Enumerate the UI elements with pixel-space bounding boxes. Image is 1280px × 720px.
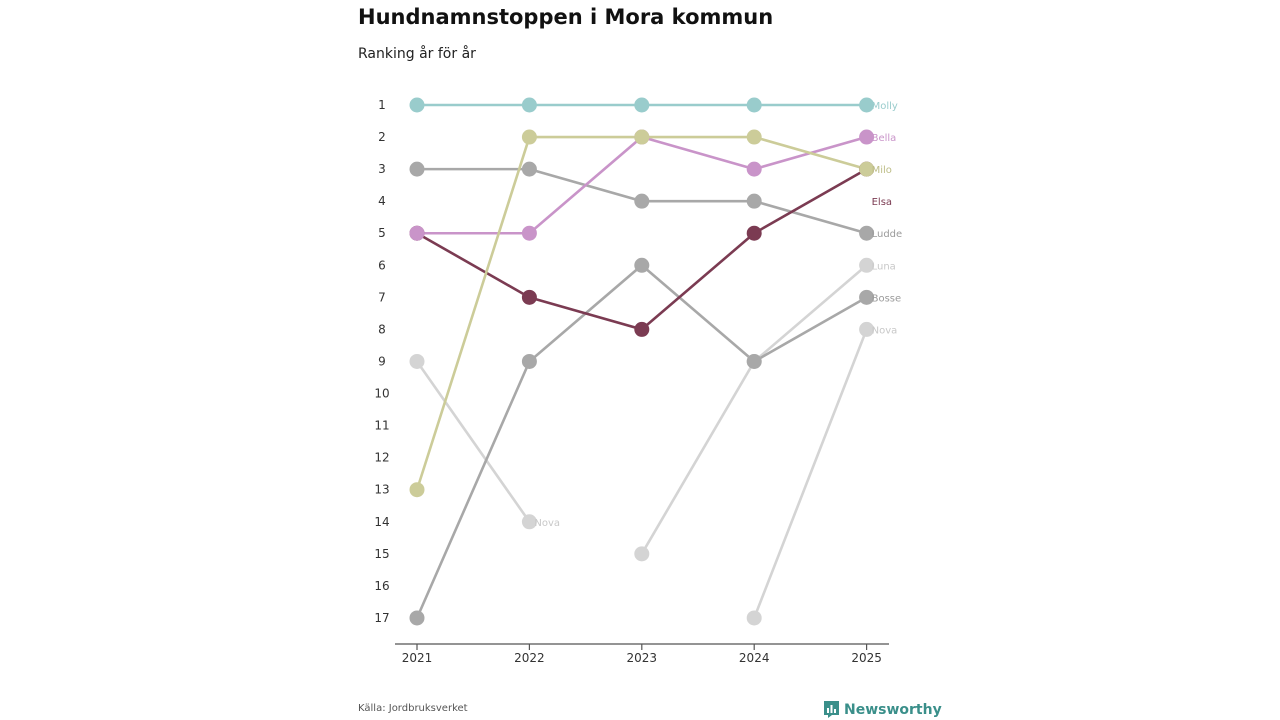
y-tick-label: 5 xyxy=(378,226,386,240)
data-point-bosse xyxy=(746,353,762,369)
x-tick-label: 2023 xyxy=(627,651,658,665)
data-point-bella xyxy=(859,129,875,145)
series-line-nova xyxy=(752,328,868,620)
series-line-ludde xyxy=(752,199,868,235)
data-point-milo xyxy=(634,129,650,145)
series-line-milo xyxy=(752,135,868,171)
data-point-luna xyxy=(634,546,650,562)
series-line-milo xyxy=(415,135,531,492)
series-label-molly: Molly xyxy=(872,101,898,112)
data-point-bosse xyxy=(409,610,425,626)
data-point-milo xyxy=(859,161,875,177)
y-tick-label: 8 xyxy=(378,322,386,336)
chart-subtitle: Ranking år för år xyxy=(358,46,476,62)
y-tick-label: 16 xyxy=(374,579,389,593)
x-tick-label: 2022 xyxy=(514,651,545,665)
data-point-ludde xyxy=(521,161,537,177)
series-label-nova: Nova xyxy=(872,325,898,336)
data-point-milo xyxy=(521,129,537,145)
data-point-molly xyxy=(409,97,425,113)
series-line-bella xyxy=(528,135,644,235)
y-tick-label: 2 xyxy=(378,130,386,144)
y-tick-label: 10 xyxy=(374,387,389,401)
brand-name: Newsworthy xyxy=(844,701,942,718)
x-tick-label: 2021 xyxy=(402,651,433,665)
series-label-bella: Bella xyxy=(872,133,897,144)
series-line-elsa xyxy=(640,231,756,331)
data-point-nova xyxy=(409,353,425,369)
data-point-bosse xyxy=(859,289,875,305)
series-line-luna xyxy=(752,263,868,363)
series-line-bosse xyxy=(752,296,868,363)
data-point-nova xyxy=(521,514,537,530)
series-line-elsa xyxy=(528,296,644,331)
y-tick-label: 1 xyxy=(378,98,386,112)
series-line-elsa xyxy=(752,167,868,235)
data-point-elsa xyxy=(746,225,762,241)
y-tick-label: 3 xyxy=(378,162,386,176)
data-point-nova xyxy=(859,321,875,337)
newsworthy-logo-icon xyxy=(824,701,839,718)
chart-title: Hundnamnstoppen i Mora kommun xyxy=(358,5,774,29)
data-point-bella xyxy=(409,225,425,241)
data-point-elsa xyxy=(634,321,650,337)
data-point-milo xyxy=(409,482,425,498)
y-tick-label: 13 xyxy=(374,483,389,497)
series-label-bosse: Bosse xyxy=(872,293,902,304)
data-point-bella xyxy=(521,225,537,241)
series-line-bosse xyxy=(640,263,756,363)
data-point-bosse xyxy=(521,353,537,369)
data-point-ludde xyxy=(859,225,875,241)
data-point-molly xyxy=(634,97,650,113)
data-point-ludde xyxy=(634,193,650,209)
data-point-luna xyxy=(859,257,875,273)
y-tick-label: 17 xyxy=(374,611,389,625)
x-tick-label: 2024 xyxy=(739,651,770,665)
y-tick-label: 7 xyxy=(378,290,386,304)
y-tick-label: 6 xyxy=(378,258,386,272)
series-line-bosse xyxy=(415,360,531,620)
series-line-elsa xyxy=(415,231,531,299)
data-point-nova xyxy=(746,610,762,626)
series-label-nova: Nova xyxy=(534,518,560,529)
series-label-ludde: Ludde xyxy=(872,229,903,240)
data-point-ludde xyxy=(409,161,425,177)
y-tick-label: 12 xyxy=(374,451,389,465)
series-line-luna xyxy=(640,360,756,556)
brand-logo: Newsworthy xyxy=(823,700,942,719)
data-point-molly xyxy=(746,97,762,113)
y-tick-label: 9 xyxy=(378,354,386,368)
x-tick-label: 2025 xyxy=(851,651,882,665)
series-label-elsa: Elsa xyxy=(872,197,892,208)
data-point-milo xyxy=(746,129,762,145)
data-point-elsa xyxy=(521,289,537,305)
series-line-nova xyxy=(415,360,531,524)
series-label-luna: Luna xyxy=(872,261,896,272)
data-point-bella xyxy=(746,161,762,177)
series-line-bella xyxy=(640,135,756,171)
data-point-molly xyxy=(859,97,875,113)
data-point-molly xyxy=(521,97,537,113)
y-tick-label: 14 xyxy=(374,515,389,529)
y-tick-label: 4 xyxy=(378,194,386,208)
series-label-milo: Milo xyxy=(872,165,892,176)
source-note: Källa: Jordbruksverket xyxy=(358,703,468,714)
data-point-bosse xyxy=(634,257,650,273)
y-tick-label: 11 xyxy=(374,419,389,433)
y-tick-label: 15 xyxy=(374,547,389,561)
data-point-ludde xyxy=(746,193,762,209)
